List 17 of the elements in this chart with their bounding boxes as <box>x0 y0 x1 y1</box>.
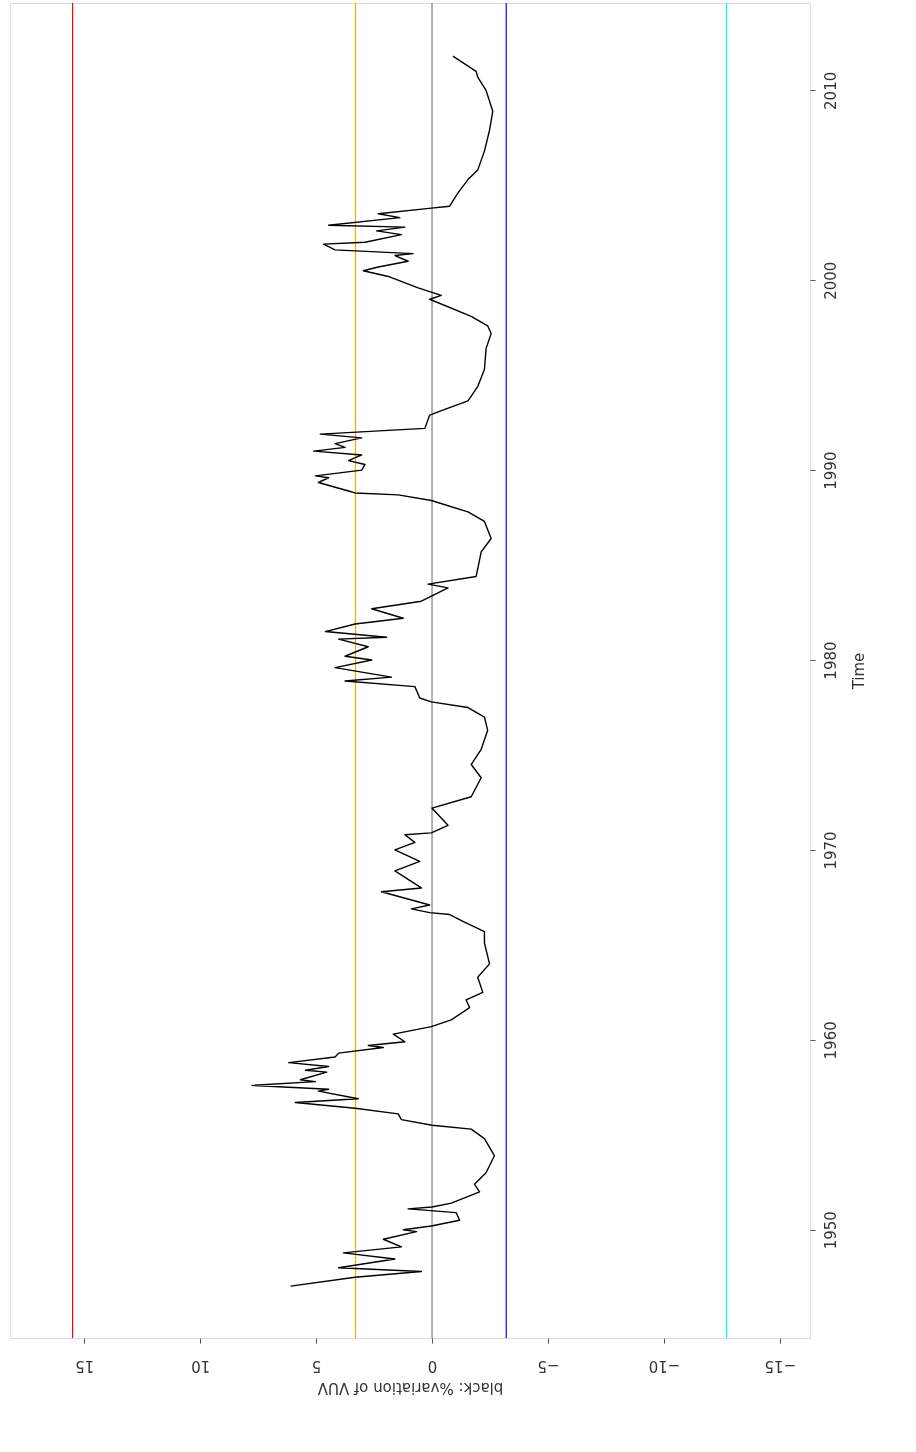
y-axis-title: Time <box>849 652 868 691</box>
x-tick-label: −15 <box>764 1356 797 1375</box>
x-tick-label: −5 <box>537 1356 560 1375</box>
line-series <box>251 55 496 1287</box>
x-axis-title: black: %variation of VUV <box>316 1378 504 1397</box>
y-tick-label: 2010 <box>821 71 840 110</box>
x-tick-label: −10 <box>648 1356 681 1375</box>
x-tick-label: 0 <box>427 1356 438 1375</box>
x-tick-label: 10 <box>191 1356 211 1375</box>
y-tick-label: 1990 <box>821 451 840 490</box>
y-tick-label: 1970 <box>821 831 840 870</box>
x-tick-label: 15 <box>75 1356 95 1375</box>
y-tick-label: 1950 <box>821 1211 840 1250</box>
x-tick-label: 5 <box>311 1356 322 1375</box>
y-tick-label: 1980 <box>821 641 840 680</box>
y-tick-label: 2000 <box>821 261 840 300</box>
y-tick-label: 1960 <box>821 1021 840 1060</box>
